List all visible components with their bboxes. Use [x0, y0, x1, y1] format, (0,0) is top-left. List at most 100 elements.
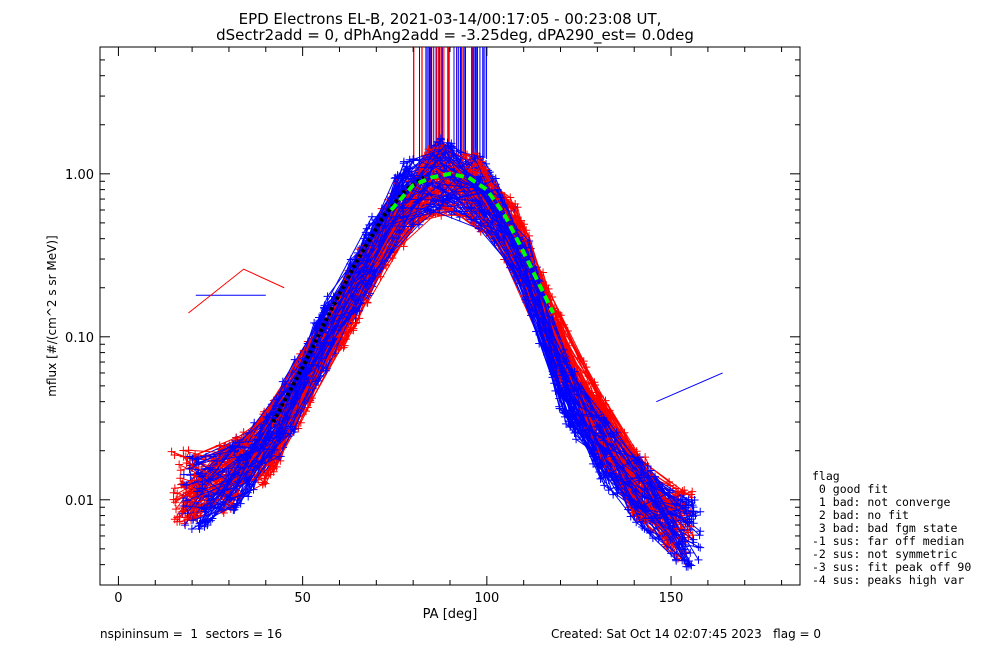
data-point — [322, 366, 331, 375]
data-point — [359, 270, 368, 279]
x-axis-label: PA [deg] — [423, 607, 478, 622]
data-point — [574, 383, 583, 392]
legend-entry-0: 0 good fit — [812, 482, 889, 496]
data-point — [685, 519, 694, 528]
data-point — [370, 266, 379, 275]
data-point — [442, 161, 451, 170]
data-point — [170, 484, 179, 493]
data-point — [200, 507, 209, 516]
data-point — [182, 480, 191, 489]
data-point — [641, 514, 650, 523]
data-point — [395, 227, 404, 236]
data-point — [197, 504, 206, 513]
data-point — [483, 218, 492, 227]
data-point — [272, 395, 281, 404]
data-point — [548, 293, 557, 302]
data-point — [539, 268, 548, 277]
data-point — [230, 446, 239, 455]
data-point — [428, 178, 437, 187]
data-point — [446, 142, 455, 151]
data-point — [603, 446, 612, 455]
x-tick-label: 100 — [474, 591, 499, 606]
axis-layer: 0 50 100 150 0.01 0.10 1.00 — [65, 46, 800, 606]
data-point — [592, 422, 601, 431]
data-point — [176, 474, 185, 483]
data-point — [430, 197, 439, 206]
data-point — [224, 476, 233, 485]
legend-title: flag — [812, 469, 840, 483]
data-point — [399, 157, 408, 166]
data-point — [672, 555, 681, 564]
data-point — [173, 489, 182, 498]
data-point — [476, 172, 485, 181]
data-point — [533, 298, 542, 307]
profile-line — [194, 204, 683, 561]
data-point — [438, 153, 447, 162]
legend-entry-4: -1 sus: far off median — [812, 534, 965, 548]
data-point — [567, 368, 576, 377]
data-point — [436, 134, 445, 143]
data-point — [179, 446, 188, 455]
data-point — [215, 441, 224, 450]
data-point — [401, 170, 410, 179]
data-point — [175, 460, 184, 469]
data-point — [179, 470, 188, 479]
data-point — [172, 495, 181, 504]
profile-line — [188, 165, 668, 549]
data-point — [177, 507, 186, 516]
data-point — [314, 376, 323, 385]
data-point — [613, 488, 622, 497]
data-point — [626, 512, 635, 521]
data-point — [638, 504, 647, 513]
y-tick-label: 0.10 — [65, 331, 94, 346]
data-point — [239, 428, 248, 437]
data-point — [572, 435, 581, 444]
data-point — [170, 515, 179, 524]
profile-line — [199, 210, 677, 560]
data-point — [346, 255, 355, 264]
data-point — [243, 488, 252, 497]
data-point — [688, 501, 697, 510]
data-point — [696, 527, 705, 536]
data-point — [587, 388, 596, 397]
profile-line — [195, 158, 677, 561]
data-point — [632, 447, 641, 456]
data-point — [296, 349, 305, 358]
data-point — [409, 155, 418, 164]
profile-line — [181, 188, 674, 537]
data-point — [696, 507, 705, 516]
data-point — [424, 145, 433, 154]
data-point — [172, 505, 181, 514]
data-point — [628, 508, 637, 517]
footer-right: Created: Sat Oct 14 02:07:45 2023 flag =… — [551, 627, 822, 641]
outliers — [188, 268, 723, 403]
fit-curve-black — [271, 175, 426, 423]
data-point — [187, 524, 196, 533]
data-point — [190, 471, 199, 480]
data-point — [470, 154, 479, 163]
outlier-line — [656, 372, 723, 403]
profile-line — [196, 169, 684, 555]
profile-line — [189, 157, 687, 567]
footer-left: nspininsum = 1 sectors = 16 — [100, 627, 283, 641]
data-point — [232, 433, 241, 442]
profile-line — [192, 181, 685, 539]
data-point — [646, 466, 655, 475]
data-point — [614, 484, 623, 493]
data-point — [382, 261, 391, 270]
data-point — [525, 237, 534, 246]
flag-legend: flag 0 good fit 1 bad: not converge 2 ba… — [812, 470, 971, 587]
data-point — [320, 301, 329, 310]
data-point — [183, 509, 192, 518]
data-point — [365, 267, 374, 276]
data-point — [198, 472, 207, 481]
data-point — [230, 505, 239, 514]
profile-line — [192, 165, 692, 566]
legend-entry-5: -2 sus: not symmetric — [812, 547, 958, 561]
data-point — [200, 522, 209, 531]
data-point — [399, 242, 408, 251]
x-tick-label: 150 — [659, 591, 684, 606]
data-point — [672, 530, 681, 539]
data-point — [557, 367, 566, 376]
data-point — [225, 493, 234, 502]
